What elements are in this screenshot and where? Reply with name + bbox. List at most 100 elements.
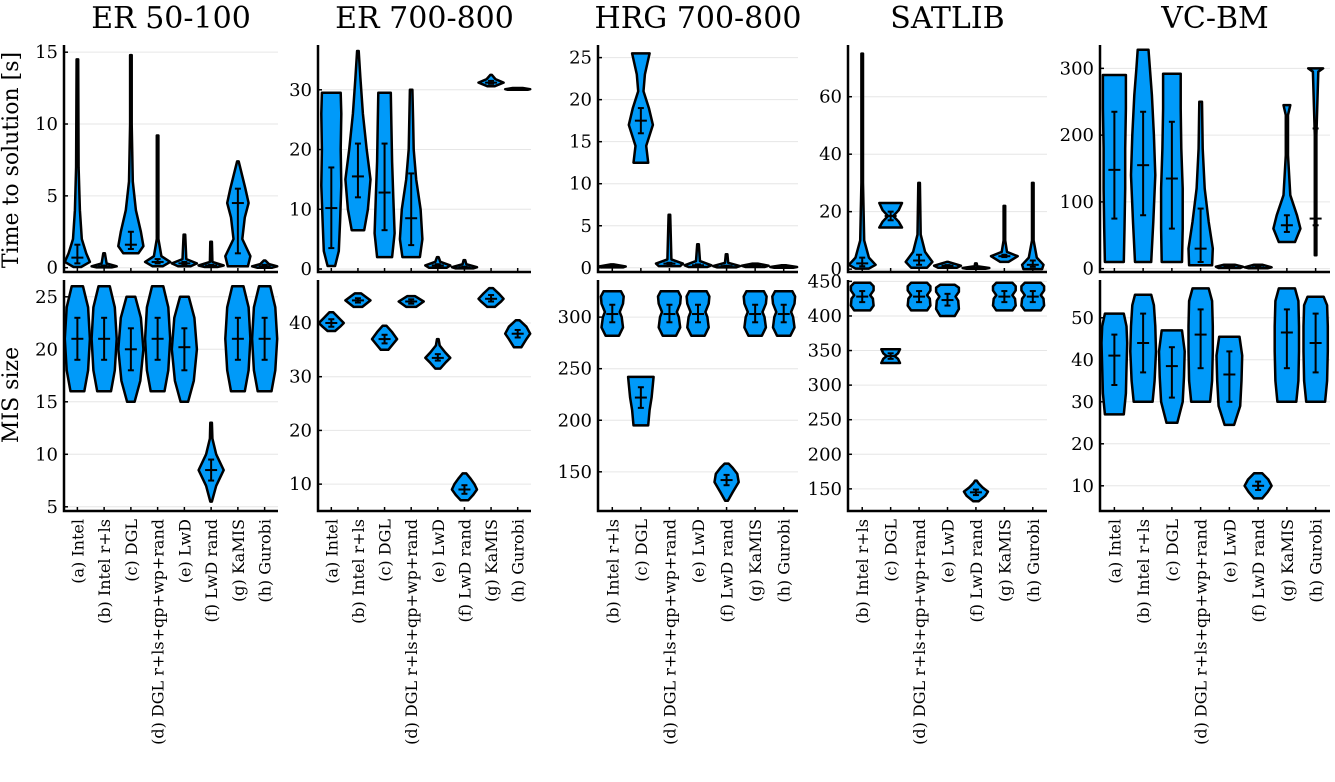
- y-tick-label: 30: [289, 367, 312, 388]
- y-tick-label: 10: [35, 114, 58, 135]
- x-tick-label: (f) LwD rand: [967, 519, 986, 622]
- violin-d-dgl-r-ls-qp-wp-rand: [1187, 100, 1215, 267]
- x-tick-label: (a) Intel: [1105, 519, 1124, 584]
- x-tick-label: (g) KaMIS: [995, 519, 1014, 602]
- y-tick-label: 60: [819, 87, 842, 108]
- violin-b-intel-r-ls: [344, 49, 372, 232]
- x-tick-label: (b) Intel r+ls: [603, 519, 622, 624]
- y-tick-label: 20: [819, 202, 842, 223]
- y-tick-label: 20: [289, 420, 312, 441]
- y-tick-label: 200: [1060, 125, 1094, 146]
- y-tick-label: 10: [289, 199, 312, 220]
- y-tick-label: 0: [301, 259, 312, 280]
- x-tick-label: (b) Intel r+ls: [349, 519, 368, 624]
- y-tick-label: 200: [808, 444, 842, 465]
- violin-c-dgl: [117, 53, 145, 255]
- violin-e-lwd: [683, 243, 713, 269]
- x-tick-label: (g) KaMIS: [746, 519, 765, 602]
- panel-title-satlib: SATLIB: [890, 1, 1004, 36]
- x-tick-label: (h) Gurobi: [1024, 519, 1043, 603]
- x-tick-label: (d) DGL r+ls+qp+wp+rand: [1192, 519, 1211, 745]
- y-tick-label: 10: [35, 444, 58, 465]
- violin-f-lwd-rand: [961, 262, 991, 271]
- axis-frame: [316, 45, 531, 274]
- x-tick-label: (a) Intel: [322, 519, 341, 584]
- y-tick-label: 250: [808, 410, 842, 431]
- violin-g-kamis: [989, 204, 1019, 264]
- y-tick-label: 450: [808, 271, 842, 292]
- x-tick-label: (h) Gurobi: [1307, 519, 1326, 603]
- violin-b-intel-r-ls: [847, 52, 877, 270]
- y-tick-label: 40: [819, 144, 842, 165]
- y-tick-label: 100: [1060, 192, 1094, 213]
- y-tick-label: 20: [569, 90, 592, 111]
- violin-d-dgl-r-ls-qp-wp-rand: [143, 134, 172, 268]
- panel-title-hrg-700-800: HRG 700-800: [595, 1, 802, 36]
- axis-frame: [1098, 45, 1330, 274]
- panel-title-vc-bm: VC-BM: [1160, 1, 1269, 36]
- panel-0-2: HRG 700-800 0 5 10 15 20 25: [569, 1, 801, 279]
- violin-b-intel-r-ls: [90, 252, 118, 269]
- x-tick-label: (e) LwD: [175, 519, 194, 583]
- axis-frame: [1098, 280, 1330, 513]
- y-tick-label: 10: [1071, 476, 1094, 497]
- x-tick-label: (g) KaMIS: [482, 519, 501, 602]
- x-tick-label: (h) Gurobi: [775, 519, 794, 603]
- violin-f-lwd-rand: [711, 253, 742, 269]
- x-tick-label: (d) DGL r+ls+qp+wp+rand: [660, 519, 679, 745]
- y-tick-label: 0: [1083, 259, 1094, 280]
- panel-1-0: 5 10 15 20 25 (a) Intel (b) Intel r+ls (c) DGL (…: [35, 280, 279, 745]
- panel-title-er-700-800: ER 700-800: [335, 1, 514, 36]
- y-tick-label: 20: [289, 140, 312, 161]
- violin-f-lwd-rand: [450, 258, 479, 270]
- y-tick-label: 250: [558, 359, 592, 380]
- panel-1-3: 150 200 250 300 350 400 450 (b) Intel r+ls (c) D…: [808, 271, 1047, 745]
- x-tick-label: (b) Intel r+ls: [95, 519, 114, 624]
- x-tick-label: (e) LwD: [429, 519, 448, 583]
- x-tick-label: (h) Gurobi: [256, 519, 275, 603]
- y-tick-label: 30: [1071, 392, 1094, 413]
- y-tick-label: 20: [35, 339, 58, 360]
- x-tick-label: (h) Gurobi: [509, 519, 528, 603]
- axis-frame: [846, 45, 1047, 274]
- y-tick-label: 10: [289, 474, 312, 495]
- x-tick-label: (d) DGL r+ls+qp+wp+rand: [149, 519, 168, 745]
- x-tick-label: (a) Intel: [68, 519, 87, 584]
- panel-0-1: ER 700-800 0 10 20 30: [289, 1, 532, 280]
- x-tick-label: (f) LwD rand: [718, 519, 737, 622]
- y-tick-label: 0: [581, 258, 592, 279]
- violin-e-lwd: [170, 233, 199, 268]
- x-tick-label: (d) DGL r+ls+qp+wp+rand: [910, 519, 929, 745]
- y-tick-label: 30: [289, 80, 312, 101]
- panel-0-3: SATLIB 0 20 40 60: [819, 1, 1047, 280]
- x-tick-label: (e) LwD: [1220, 519, 1239, 583]
- y-tick-label: 0: [831, 259, 842, 280]
- axis-frame: [62, 280, 278, 513]
- violin-e-lwd: [424, 255, 452, 270]
- panel-0-4: VC-BM 0 100 200 300: [1060, 1, 1330, 280]
- y-tick-label: 10: [569, 174, 592, 195]
- panel-1-2: 150 200 250 300 (b) Intel r+ls (c) DGL (d) DGL…: [558, 280, 798, 745]
- y-tick-label: 0: [47, 258, 58, 279]
- y-tick-label: 50: [1071, 308, 1094, 329]
- axis-frame: [846, 280, 1047, 513]
- violin-a-intel: [63, 58, 92, 269]
- y-tick-label: 40: [289, 313, 312, 334]
- y-tick-label: 350: [808, 341, 842, 362]
- violin-g-kamis: [1272, 103, 1302, 244]
- x-tick-label: (e) LwD: [689, 519, 708, 583]
- x-tick-label: (b) Intel r+ls: [1134, 519, 1153, 624]
- panel-1-1: 10 20 30 40 (a) Intel (b) Intel r+ls (c) DGL (d…: [289, 280, 532, 745]
- x-tick-label: (d) DGL r+ls+qp+wp+rand: [402, 519, 421, 745]
- x-tick-label: (b) Intel r+ls: [853, 519, 872, 624]
- x-tick-label: (f) LwD rand: [1249, 519, 1268, 622]
- y-tick-label: 15: [35, 392, 58, 413]
- y-tick-label: 15: [569, 132, 592, 153]
- x-tick-label: (c) DGL: [882, 519, 901, 582]
- panel-title-er-50-100: ER 50-100: [91, 1, 251, 36]
- y-tick-label: 25: [569, 48, 592, 69]
- x-tick-label: (f) LwD rand: [202, 519, 221, 622]
- x-tick-label: (f) LwD rand: [455, 519, 474, 622]
- violin-d-dgl-r-ls-qp-wp-rand: [654, 213, 685, 268]
